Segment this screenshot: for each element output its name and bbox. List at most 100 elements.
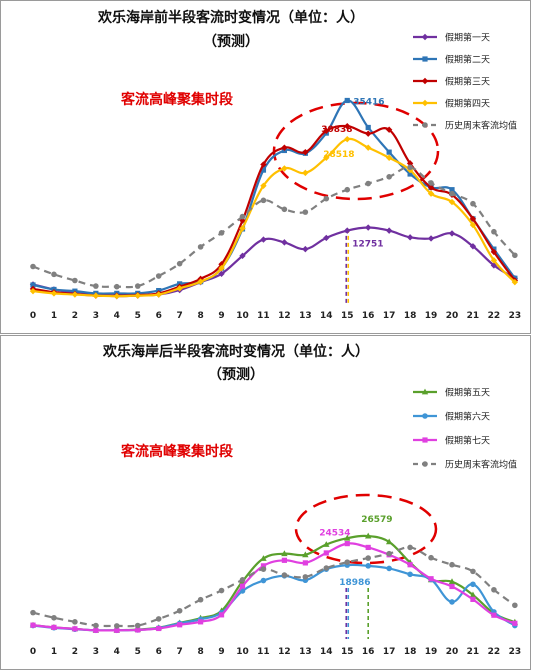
data-point xyxy=(323,154,330,161)
data-point xyxy=(260,197,267,204)
data-point xyxy=(470,596,476,602)
data-point xyxy=(134,292,141,299)
data-point xyxy=(365,124,371,131)
legend-item: 假期第三天 xyxy=(413,76,490,88)
data-label: 18986 xyxy=(339,578,370,588)
data-point xyxy=(365,532,372,539)
plot-area: 0 1 2 3 4 5 6 7 8 9 10 11 12 13 14 15 16 17 18 19 20 21 22 2326… xyxy=(29,515,521,657)
data-point xyxy=(260,182,267,189)
data-point xyxy=(239,225,246,232)
data-point xyxy=(50,290,58,297)
data-point xyxy=(407,562,413,568)
data-point xyxy=(239,217,246,224)
x-tick-label: 11 xyxy=(257,311,270,321)
data-point xyxy=(51,271,57,278)
legend-marker xyxy=(422,56,428,62)
data-point xyxy=(71,291,79,298)
data-point xyxy=(30,609,36,616)
x-tick-label: 1 xyxy=(51,311,57,321)
data-point xyxy=(386,565,392,572)
legend-marker xyxy=(421,77,429,85)
x-tick-label: 13 xyxy=(299,647,312,657)
legend-marker xyxy=(422,122,428,128)
data-point xyxy=(281,165,288,172)
legend-item: 假期第七天 xyxy=(413,435,490,447)
data-point xyxy=(386,149,392,155)
data-point xyxy=(323,195,330,202)
legend-marker xyxy=(422,437,428,443)
data-point xyxy=(512,252,518,259)
data-point xyxy=(385,154,393,161)
data-point xyxy=(260,566,267,572)
data-point xyxy=(344,227,351,234)
x-tick-label: 3 xyxy=(93,311,99,321)
data-point xyxy=(448,198,456,206)
x-tick-label: 0 xyxy=(30,647,36,657)
x-tick-label: 7 xyxy=(177,311,183,321)
data-point xyxy=(449,561,455,568)
data-point xyxy=(72,626,78,632)
x-tick-label: 7 xyxy=(177,647,183,657)
legend-label: 假期第七天 xyxy=(445,435,490,447)
data-point xyxy=(155,291,162,298)
data-point xyxy=(449,190,455,197)
data-point xyxy=(385,538,393,545)
x-tick-label: 5 xyxy=(135,647,141,657)
data-point xyxy=(449,583,455,590)
data-point xyxy=(260,577,267,584)
data-point xyxy=(155,273,162,279)
data-point xyxy=(72,619,78,625)
x-tick-label: 22 xyxy=(488,311,501,321)
data-label: 28518 xyxy=(323,150,354,160)
data-point xyxy=(386,174,392,180)
data-point xyxy=(302,148,309,156)
legend-marker xyxy=(422,413,428,419)
legend-item: 假期第一天 xyxy=(413,32,490,44)
data-point xyxy=(93,283,99,289)
data-point xyxy=(302,560,308,566)
data-point xyxy=(176,607,183,614)
x-tick-label: 11 xyxy=(257,647,270,657)
peak-ellipse xyxy=(294,493,438,565)
data-point xyxy=(134,283,141,289)
data-point xyxy=(344,186,351,193)
data-point xyxy=(302,574,309,580)
legend-item: 假期第四天 xyxy=(413,98,490,110)
data-point xyxy=(365,544,371,551)
data-point xyxy=(113,292,120,300)
data-point xyxy=(260,563,267,569)
x-tick-label: 8 xyxy=(197,311,203,321)
legend-marker xyxy=(421,33,429,41)
series-line xyxy=(32,124,516,297)
data-point xyxy=(260,236,267,243)
series-line xyxy=(32,137,516,298)
data-point xyxy=(428,554,434,561)
x-tick-label: 12 xyxy=(278,311,291,321)
data-point xyxy=(470,568,476,575)
data-point xyxy=(449,599,455,605)
series-line xyxy=(32,166,516,289)
x-tick-label: 19 xyxy=(425,647,438,657)
data-point xyxy=(469,591,477,598)
data-point xyxy=(93,622,99,629)
legend-item: 假期第五天 xyxy=(413,387,490,399)
x-tick-label: 21 xyxy=(467,311,480,321)
x-tick-label: 19 xyxy=(425,311,438,321)
data-label: 24534 xyxy=(319,529,350,539)
data-point xyxy=(114,627,120,633)
x-tick-label: 10 xyxy=(236,311,249,321)
data-point xyxy=(218,587,225,594)
data-label: 35416 xyxy=(353,97,384,107)
data-point xyxy=(407,171,413,177)
legend-label: 假期第三天 xyxy=(445,76,490,88)
data-point xyxy=(302,209,309,215)
data-point xyxy=(406,160,414,167)
data-point xyxy=(470,581,476,588)
data-point xyxy=(218,264,225,272)
data-point xyxy=(491,586,497,593)
x-tick-label: 14 xyxy=(320,647,333,657)
data-point xyxy=(512,602,518,609)
legend-item: 历史周末客流均值 xyxy=(413,120,517,132)
